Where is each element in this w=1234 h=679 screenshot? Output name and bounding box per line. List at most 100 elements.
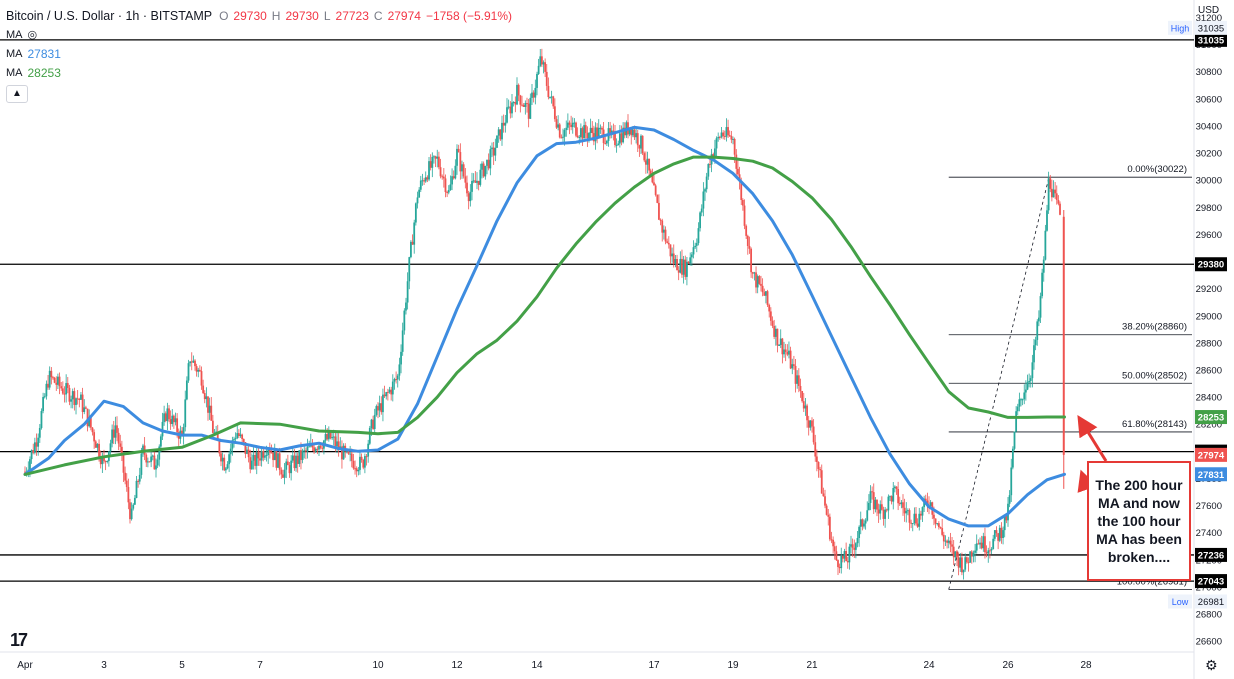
tradingview-logo[interactable]: 17 (10, 630, 28, 650)
candle-body (419, 180, 422, 190)
candle-body (776, 328, 779, 346)
candle-body (370, 419, 373, 428)
candle-body (365, 456, 368, 458)
candle-body (156, 459, 159, 466)
candle-body (267, 449, 270, 456)
candle-body (224, 468, 227, 471)
candle-body (211, 420, 214, 433)
candle-body (205, 396, 208, 400)
candle-body (194, 360, 196, 367)
candle-body (130, 508, 133, 520)
gear-icon[interactable]: ⚙ (1205, 657, 1218, 673)
candle-body (550, 96, 553, 98)
currency-selector[interactable]: USD (1198, 5, 1220, 16)
candle-body (390, 389, 393, 395)
candle-body (774, 328, 777, 337)
candle-body (753, 272, 756, 274)
candle-body (40, 411, 43, 429)
candle-body (501, 122, 503, 140)
ma200-label[interactable]: MA (6, 66, 23, 79)
candle-body (124, 472, 127, 481)
candle-body (707, 164, 710, 177)
candle-body (489, 149, 492, 169)
candle-body (863, 523, 865, 527)
candle-body (985, 552, 988, 554)
candle-body (1044, 230, 1047, 260)
candle-body (527, 103, 530, 119)
candle-body (396, 375, 399, 380)
candle-body (386, 392, 389, 394)
candle-body (241, 434, 244, 439)
candle-body (52, 377, 54, 379)
candle-body (866, 510, 869, 521)
x-tick-label: 5 (179, 660, 185, 671)
candle-body (727, 127, 729, 136)
candle-body (161, 421, 164, 437)
candle-body (544, 62, 547, 72)
line-ma200 (23, 155, 1066, 476)
candle-body (504, 122, 507, 126)
candle-body (1033, 345, 1035, 363)
candle-body (249, 457, 252, 470)
candle-body (290, 460, 293, 474)
low-label: L (323, 8, 331, 23)
candle-body (75, 398, 77, 405)
candle-body (811, 420, 813, 427)
candle-body (820, 470, 823, 494)
candle-body (635, 133, 638, 138)
eye-off-icon[interactable]: ◎ (27, 28, 38, 41)
candle-body (889, 496, 891, 498)
candle-body (838, 567, 841, 569)
candle-body (667, 242, 670, 245)
candle-body (293, 455, 296, 469)
candle-body (452, 176, 455, 179)
symbol-title[interactable]: Bitcoin / U.S. Dollar · 1h · BITSTAMP (6, 8, 213, 23)
collapse-legend-button[interactable]: ▲ (6, 85, 28, 103)
candle-body (1020, 399, 1022, 401)
candle-body (359, 456, 361, 470)
candle-body (869, 491, 872, 503)
candle-body (391, 381, 394, 395)
candle-body (264, 455, 266, 458)
candle-body (65, 383, 68, 395)
candle-body (140, 453, 143, 475)
ma-hidden-label[interactable]: MA (6, 28, 23, 41)
candle-body (679, 258, 682, 273)
candle-body (169, 419, 172, 425)
candle-body (84, 407, 87, 409)
candle-body (687, 261, 690, 264)
candle-body (641, 135, 644, 154)
candle-body (383, 394, 386, 397)
candle-body (732, 138, 734, 140)
candle-body (864, 520, 867, 524)
candle-body (71, 391, 74, 400)
candle-body (628, 128, 631, 135)
candle-body (705, 176, 708, 190)
candle-body (174, 418, 177, 423)
candle-body (244, 442, 247, 454)
ma100-label[interactable]: MA (6, 47, 23, 60)
candle-body (135, 480, 138, 498)
candle-body (887, 496, 890, 511)
candle-body (671, 253, 674, 257)
candle-body (957, 557, 960, 568)
candle-body (268, 449, 271, 453)
candle-body (1018, 399, 1021, 407)
y-tick-label: 30200 (1196, 149, 1222, 160)
candle-body (226, 464, 229, 469)
candle-body (185, 380, 188, 400)
candle-body (259, 458, 261, 461)
candle-body (1050, 188, 1053, 198)
candle-body (689, 257, 692, 264)
x-tick-label: 17 (648, 660, 660, 671)
candle-body (471, 180, 473, 192)
y-tick-label: 29000 (1196, 311, 1222, 322)
candle-body (487, 159, 490, 169)
candle-body (952, 546, 955, 558)
candle-body (526, 103, 528, 105)
candle-body (494, 147, 497, 156)
candle-body (815, 456, 818, 463)
candle-body (828, 516, 831, 540)
candle-body (916, 523, 919, 527)
